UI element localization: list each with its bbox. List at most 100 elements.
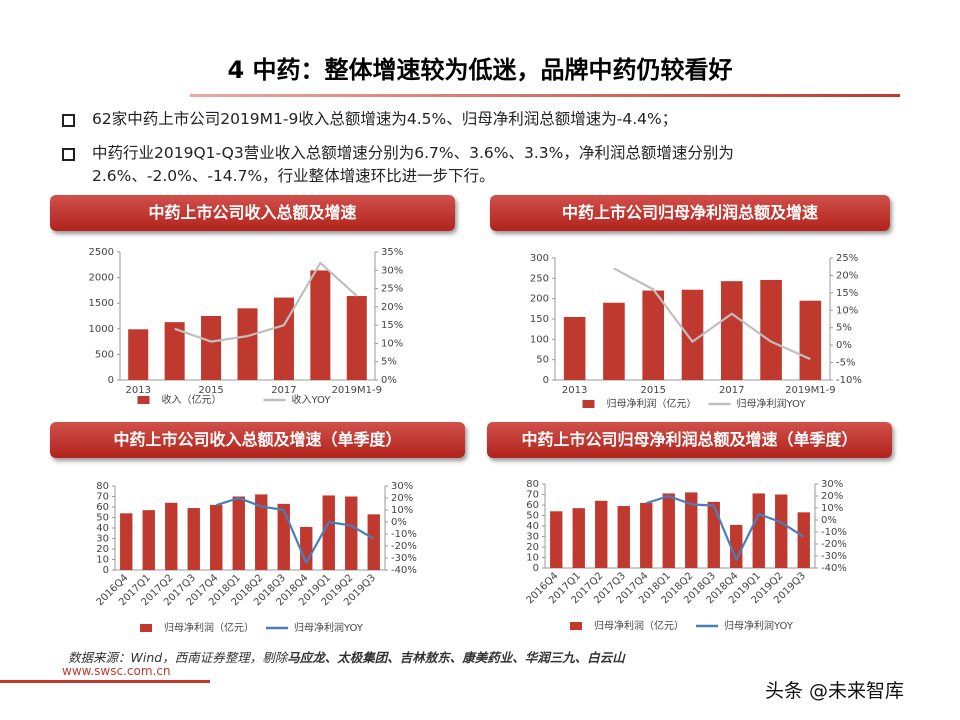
y-tick-label: 2000	[89, 273, 114, 284]
y2-tick-label: -40%	[391, 565, 417, 576]
y-tick-label: 0	[103, 565, 109, 576]
y2-tick-label: 30%	[391, 481, 413, 492]
bar	[210, 504, 223, 570]
y-tick-label: 30	[96, 534, 109, 545]
source: 数据来源：Wind，西南证券整理，剔除马应龙、太极集团、吉林敖东、康美药业、华润…	[68, 647, 625, 666]
y2-tick-label: -20%	[821, 539, 847, 550]
y-tick-label: 20	[96, 544, 109, 555]
y2-tick-label: -10%	[391, 529, 417, 540]
y2-tick-label: -40%	[821, 563, 847, 574]
y-tick-label: 60	[96, 502, 109, 513]
y2-tick-label: 25%	[381, 284, 403, 295]
bar	[640, 502, 653, 568]
watermark: 头条 @未来智库	[765, 680, 905, 702]
bullet: 中药行业2019Q1-Q3营业收入总额增速分别为6.7%、3.6%、3.3%，净…	[62, 142, 842, 188]
y2-tick-label: 30%	[381, 265, 403, 276]
y-tick-label: 50	[96, 513, 109, 524]
legend-swatch	[582, 400, 595, 408]
y2-tick-label: -10%	[836, 375, 862, 386]
bar	[799, 300, 822, 380]
bar	[142, 510, 155, 570]
legend-label: 归母净利润YOY	[724, 619, 794, 632]
y2-tick-label: 20%	[836, 270, 858, 281]
y-tick-label: 60	[526, 500, 539, 511]
y-tick-label: 500	[95, 349, 114, 360]
y2-tick-label: 0%	[381, 375, 397, 386]
x-tick-label: 2017	[719, 385, 744, 396]
bar	[255, 494, 268, 570]
y2-tick-label: 5%	[381, 357, 397, 368]
x-tick-label: 2019M1-9	[785, 385, 835, 396]
legend-label: 收入（亿元）	[162, 393, 222, 406]
bar	[685, 492, 698, 568]
bar	[707, 501, 720, 568]
y-tick-label: 0	[543, 375, 549, 386]
chart-header: 中药上市公司归母净利润总额及增速（单季度）	[487, 422, 892, 458]
bar	[120, 513, 133, 570]
y2-tick-label: -30%	[821, 551, 847, 562]
bullet-text: 中药行业2019Q1-Q3营业收入总额增速分别为6.7%、3.6%、3.3%，净…	[92, 144, 734, 185]
y-tick-label: 0	[533, 563, 539, 574]
y-tick-label: 40	[96, 523, 109, 534]
bar	[128, 329, 149, 380]
x-tick-label: 2017	[271, 385, 296, 396]
bar	[277, 503, 290, 570]
url: www.swsc.com.cn	[62, 664, 171, 678]
bar	[367, 514, 380, 570]
y2-tick-label: 10%	[391, 505, 413, 516]
y-tick-label: 150	[530, 314, 549, 325]
legend-swatch	[140, 624, 152, 632]
y2-tick-label: -5%	[836, 358, 855, 369]
line	[613, 267, 811, 361]
bar	[201, 316, 222, 380]
y-tick-label: 70	[526, 490, 539, 501]
bar	[322, 495, 335, 570]
legend-label: 收入YOY	[292, 393, 332, 406]
bar	[681, 289, 704, 380]
y-tick-label: 10	[526, 553, 539, 564]
bar	[346, 296, 367, 380]
legend-swatch	[570, 622, 582, 630]
bullet-text: 62家中药上市公司2019M1-9收入总额增速为4.5%、归母净利润总额增速为-…	[92, 110, 678, 128]
bar	[237, 308, 258, 380]
y2-tick-label: -10%	[821, 527, 847, 538]
bar	[752, 493, 765, 568]
bar	[797, 512, 810, 568]
y2-tick-label: 10%	[836, 305, 858, 316]
y-tick-label: 50	[536, 355, 549, 366]
bar	[273, 297, 294, 380]
y2-tick-label: 5%	[836, 323, 852, 334]
bar	[345, 496, 358, 570]
x-tick-label: 2013	[562, 385, 587, 396]
bar	[165, 502, 178, 570]
x-tick-label: 2019M1-9	[332, 385, 382, 396]
source-text: 数据来源：Wind，西南证券整理，剔除	[68, 650, 288, 665]
y-tick-label: 80	[526, 479, 539, 490]
y-tick-label: 100	[530, 334, 549, 345]
slide-title: 4 中药：整体增速较为低迷，品牌中药仍较看好	[227, 56, 733, 84]
bar	[642, 290, 665, 380]
y2-tick-label: 25%	[836, 253, 858, 264]
y2-tick-label: 10%	[381, 338, 403, 349]
y2-tick-label: 20%	[381, 302, 403, 313]
y2-tick-label: 20%	[821, 491, 843, 502]
x-tick-label: 2013	[125, 385, 150, 396]
x-tick-label: 2015	[198, 385, 223, 396]
y-tick-label: 40	[526, 521, 539, 532]
y-tick-label: 50	[526, 511, 539, 522]
y-tick-label: 300	[530, 253, 549, 264]
y-tick-label: 1000	[89, 324, 114, 335]
bar	[310, 270, 331, 380]
bar	[572, 508, 585, 568]
chart-header: 中药上市公司收入总额及增速	[50, 195, 455, 231]
y2-tick-label: 0%	[821, 515, 837, 526]
line	[174, 261, 358, 343]
y-tick-label: 1500	[89, 298, 114, 309]
chart-header: 中药上市公司归母净利润总额及增速	[490, 195, 890, 231]
legend-label: 归母净利润YOY	[294, 621, 364, 634]
legend-label: 归母净利润YOY	[737, 397, 807, 410]
legend-label: 归母净利润（亿元）	[607, 397, 697, 410]
bar	[232, 496, 245, 570]
